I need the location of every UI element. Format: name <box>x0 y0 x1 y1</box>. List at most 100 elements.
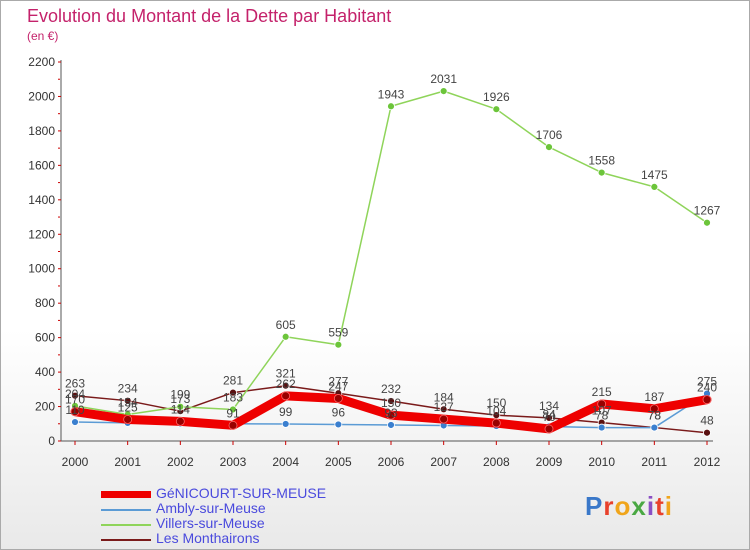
data-point-genicourt <box>702 395 712 405</box>
logo-letter: P <box>585 491 604 521</box>
logo-letter: i <box>646 491 656 521</box>
logo-letter: i <box>664 491 673 521</box>
data-label-monthairons: 232 <box>381 382 401 396</box>
legend-label-ambly: Ambly-sur-Meuse <box>156 500 266 516</box>
data-label-monthairons: 134 <box>539 399 559 413</box>
data-label-villers: 605 <box>276 318 296 332</box>
data-point-villers <box>597 168 606 177</box>
y-tick-label: 1800 <box>28 124 55 138</box>
x-tick-label: 2002 <box>167 455 194 469</box>
data-label-monthairons: 150 <box>486 396 506 410</box>
proxiti-logo: Proxiti <box>585 491 673 522</box>
y-tick-label: 200 <box>35 400 55 414</box>
data-label-villers: 204 <box>65 387 85 401</box>
data-label-villers: 1943 <box>378 87 405 101</box>
data-point-villers <box>229 405 237 414</box>
logo-letter: r <box>603 491 615 521</box>
data-point-genicourt <box>333 394 343 403</box>
legend-item-villers: Villers-sur-Meuse <box>101 515 401 533</box>
data-label-monthairons: 48 <box>700 414 714 428</box>
data-label-genicourt: 91 <box>226 406 240 420</box>
data-label-villers: 154 <box>118 395 138 409</box>
data-label-monthairons: 78 <box>648 409 662 423</box>
data-label-villers: 1558 <box>588 154 615 168</box>
data-point-genicourt <box>228 420 238 430</box>
data-point-monthairons <box>71 391 79 400</box>
data-label-ambly: 110 <box>65 403 84 417</box>
x-tick-label: 2001 <box>114 455 141 469</box>
chart-subtitle: (en €) <box>27 29 59 43</box>
data-label-villers: 1926 <box>483 90 510 104</box>
legend-label-villers: Villers-sur-Meuse <box>156 515 265 531</box>
data-label-genicourt: 247 <box>328 379 348 393</box>
data-label-villers: 2031 <box>430 72 457 86</box>
x-tick-label: 2011 <box>641 455 667 469</box>
data-point-villers <box>703 218 711 227</box>
data-point-ambly <box>281 420 290 428</box>
x-tick-label: 2006 <box>378 455 405 469</box>
legend-swatch-genicourt <box>101 491 151 498</box>
data-point-genicourt <box>123 415 133 424</box>
data-point-ambly <box>334 420 343 429</box>
data-label-monthairons: 321 <box>276 367 296 381</box>
data-label-genicourt: 215 <box>592 385 612 399</box>
logo-letter: t <box>655 491 665 521</box>
data-label-villers: 199 <box>170 388 190 402</box>
data-label-monthairons: 281 <box>223 374 243 388</box>
y-tick-label: 400 <box>35 365 55 379</box>
data-label-genicourt: 170 <box>65 393 85 407</box>
data-label-ambly: 78 <box>595 409 609 423</box>
x-tick-label: 2012 <box>694 455 721 469</box>
y-tick-label: 0 <box>48 434 55 448</box>
y-tick-label: 1200 <box>28 227 55 241</box>
data-point-genicourt <box>386 410 396 420</box>
data-point-villers <box>281 332 290 341</box>
data-point-monthairons <box>439 405 448 414</box>
data-point-genicourt <box>281 391 291 401</box>
y-tick-label: 2000 <box>28 89 55 103</box>
data-label-genicourt: 187 <box>644 390 664 404</box>
data-point-villers <box>334 340 343 349</box>
legend-swatch-monthairons <box>101 539 151 541</box>
series-line-villers <box>74 90 708 416</box>
logo-letter: x <box>631 491 647 521</box>
series-layer <box>70 87 712 437</box>
data-label-villers: 559 <box>328 326 348 340</box>
x-tick-label: 2007 <box>430 455 457 469</box>
x-tick-label: 2010 <box>588 455 615 469</box>
data-label-genicourt: 240 <box>697 381 717 395</box>
chart-title: Evolution du Montant de la Dette par Hab… <box>27 6 392 26</box>
data-label-villers: 1706 <box>536 128 563 142</box>
legend-swatch-villers <box>101 524 151 526</box>
data-point-ambly <box>71 418 79 426</box>
data-label-ambly: 78 <box>648 409 662 423</box>
x-tick-label: 2000 <box>62 455 89 469</box>
y-tick-label: 800 <box>35 296 55 310</box>
data-point-villers <box>439 87 448 96</box>
y-tick-label: 600 <box>35 331 55 345</box>
data-point-villers <box>176 402 185 411</box>
data-label-genicourt: 70 <box>542 410 556 424</box>
data-point-genicourt <box>491 418 501 428</box>
data-point-ambly <box>650 423 659 432</box>
x-tick-label: 2003 <box>220 455 247 469</box>
y-tick-label: 1600 <box>28 158 55 172</box>
data-label-villers: 1267 <box>694 204 721 218</box>
data-label-genicourt: 125 <box>118 400 138 414</box>
data-point-ambly <box>597 423 606 432</box>
x-tick-label: 2004 <box>272 455 299 469</box>
data-label-monthairons: 277 <box>328 374 348 388</box>
data-label-ambly: 96 <box>332 405 346 419</box>
data-label-monthairons: 184 <box>434 390 454 404</box>
data-point-genicourt <box>439 414 449 424</box>
data-label-genicourt: 262 <box>276 377 296 391</box>
data-point-monthairons <box>387 397 395 405</box>
legend-label-genicourt: GéNICOURT-SUR-MEUSE <box>156 485 327 501</box>
data-point-genicourt <box>544 424 554 434</box>
data-label-monthairons: 234 <box>118 382 138 396</box>
data-label-genicourt: 114 <box>171 402 190 416</box>
data-point-monthairons <box>123 396 132 405</box>
